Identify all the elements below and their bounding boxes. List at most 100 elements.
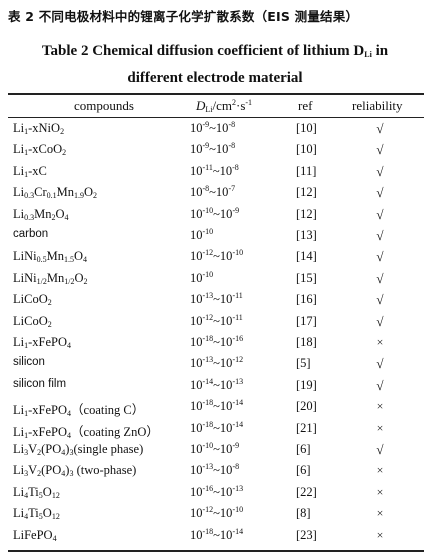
compound-cell: silicon film [13, 377, 67, 390]
table-row: silicon 10-13~10-12 [5] √ [0, 356, 430, 376]
compound-cell: LiCoO2 [13, 313, 52, 329]
diffusion-coefficient-cell: 10-13~10-8 [190, 462, 240, 478]
compound-cell: Li3V2(PO4)3 (two-phase) [13, 463, 137, 479]
table-row: silicon film 10-14~10-13 [19] √ [0, 376, 430, 398]
ref-cell: [6] [296, 463, 311, 478]
reliable-check-icon: √ [376, 356, 384, 372]
header-ref: ref [298, 98, 313, 113]
table-row: Li0.3Cr0.1Mn1.9O2 10-8~10-7 [12] √ [0, 185, 430, 205]
reliable-check-icon: √ [376, 377, 384, 393]
compound-cell: Li1-xCoO2 [13, 142, 67, 158]
header-rule [8, 117, 424, 118]
ref-cell: [10] [296, 121, 317, 135]
diffusion-coefficient-cell: 10-10 [190, 269, 214, 285]
table-row: LiCoO2 10-13~10-11 [16] √ [0, 292, 430, 312]
ref-cell: [12] [296, 185, 317, 200]
header-diffusion-coefficient: DLi/cm2·s-1 [196, 98, 253, 114]
ref-cell: [12] [296, 206, 317, 221]
table-row: carbon 10-10 [13] √ [0, 228, 430, 248]
top-rule [8, 93, 424, 95]
ref-cell: [21] [296, 420, 317, 435]
unreliable-cross-icon: × [376, 506, 384, 521]
table-caption-english-line1: Table 2 Chemical diffusion coefficient o… [41, 43, 389, 59]
diffusion-coefficient-cell: 10-8~10-7 [190, 184, 236, 200]
diffusion-coefficient-cell: 10-18~10-14 [190, 419, 244, 435]
ref-cell: [10] [296, 142, 317, 157]
unreliable-cross-icon: × [376, 527, 384, 542]
ref-cell: [16] [296, 292, 317, 307]
compound-cell: Li1-xFePO4（coating C） [13, 403, 145, 419]
unreliable-cross-icon: × [376, 335, 384, 349]
compound-cell: Li0.3Cr0.1Mn1.9O2 [13, 185, 98, 201]
bottom-rule [8, 550, 424, 552]
header-reliability: reliability [352, 98, 403, 113]
ref-cell: [8] [296, 506, 311, 521]
ref-cell: [5] [296, 356, 311, 371]
diffusion-coefficient-cell: 10-9~10-8 [190, 141, 236, 157]
diffusion-coefficient-cell: 10-12~10-10 [190, 248, 244, 264]
unreliable-cross-icon: × [376, 420, 384, 435]
table-caption-chinese: 表 2 不同电极材料中的锂离子化学扩散系数（EIS 测量结果） [8, 9, 359, 24]
compound-cell: LiNi0.5Mn1.5O4 [13, 249, 88, 265]
table-caption-english-line2: different electrode material [127, 70, 303, 86]
compound-cell: silicon [13, 356, 45, 369]
diffusion-coefficient-cell: 10-13~10-11 [190, 291, 243, 307]
table-row: Li1-xFePO4 10-18~10-16 [18] × [0, 335, 430, 355]
diffusion-coefficient-cell: 10-18~10-14 [190, 526, 244, 542]
unreliable-cross-icon: × [376, 484, 384, 499]
ref-cell: [19] [296, 377, 317, 392]
reliable-check-icon: √ [376, 163, 384, 179]
compound-cell: LiFePO4 [13, 527, 57, 543]
reliable-check-icon: √ [376, 249, 384, 265]
reliable-check-icon: √ [376, 185, 384, 201]
table-row: LiFePO4 10-18~10-14 [23] × [0, 526, 430, 548]
reliable-check-icon: √ [376, 292, 384, 308]
compound-cell: Li1-xC [13, 163, 47, 179]
diffusion-coefficient-cell: 10-10 [190, 227, 214, 243]
compound-cell: Li1-xNiO2 [13, 121, 65, 136]
table-row: Li1-xFePO4（coating C） 10-18~10-14 [20] × [0, 399, 430, 419]
ref-cell: [15] [296, 270, 317, 285]
diffusion-coefficient-cell: 10-10~10-9 [190, 205, 240, 221]
compound-cell: LiNi1/2Mn1/2O2 [13, 270, 88, 286]
diffusion-coefficient-cell: 10-10~10-9 [190, 441, 240, 457]
reliable-check-icon: √ [376, 206, 384, 222]
diffusion-coefficient-cell: 10-14~10-13 [190, 376, 244, 392]
reliable-check-icon: √ [376, 142, 384, 158]
table-row: LiNi0.5Mn1.5O4 10-12~10-10 [14] √ [0, 249, 430, 269]
ref-cell: [11] [296, 163, 317, 178]
compound-cell: carbon [13, 228, 49, 240]
compound-cell: Li0.3Mn2O4 [13, 206, 69, 222]
table-row: LiNi1/2Mn1/2O2 10-10 [15] √ [0, 269, 430, 291]
table-row: Li4Ti5O12 10-12~10-10 [8] × [0, 506, 430, 526]
diffusion-coefficient-cell: 10-11~10-8 [190, 162, 239, 178]
compound-cell: LiCoO2 [13, 292, 52, 308]
table-row: Li0.3Mn2O4 10-10~10-9 [12] √ [0, 205, 430, 227]
diffusion-coefficient-cell: 10-18~10-16 [190, 334, 244, 350]
ref-cell: [23] [296, 527, 317, 542]
compound-cell: Li4Ti5O12 [13, 484, 60, 500]
diffusion-coefficient-cell: 10-12~10-10 [190, 505, 244, 521]
table-row: LiCoO2 10-12~10-11 [17] √ [0, 312, 430, 334]
compound-cell: Li1-xFePO4（coating ZnO） [13, 424, 159, 440]
reliable-check-icon: √ [376, 442, 384, 457]
ref-cell: [18] [296, 335, 317, 349]
header-compounds: compounds [74, 98, 134, 113]
table-row: Li3V2(PO4)3(single phase) 10-10~10-9 [6] √ [0, 442, 430, 462]
reliable-check-icon: √ [376, 270, 384, 286]
ref-cell: [13] [296, 228, 317, 242]
unreliable-cross-icon: × [376, 399, 384, 414]
unreliable-cross-icon: × [376, 463, 384, 478]
table-row: Li3V2(PO4)3 (two-phase) 10-13~10-8 [6] × [0, 463, 430, 483]
diffusion-coefficient-cell: 10-9~10-8 [190, 120, 236, 136]
diffusion-coefficient-cell: 10-13~10-12 [190, 355, 244, 371]
reliable-check-icon: √ [376, 313, 384, 329]
table-row: Li4Ti5O12 10-16~10-13 [22] × [0, 483, 430, 505]
ref-cell: [6] [296, 442, 311, 456]
reliable-check-icon: √ [376, 121, 384, 136]
ref-cell: [22] [296, 484, 317, 499]
reliable-check-icon: √ [376, 228, 384, 243]
diffusion-coefficient-cell: 10-16~10-13 [190, 483, 244, 499]
diffusion-coefficient-cell: 10-12~10-11 [190, 312, 243, 328]
compound-cell: Li3V2(PO4)3(single phase) [13, 442, 144, 457]
